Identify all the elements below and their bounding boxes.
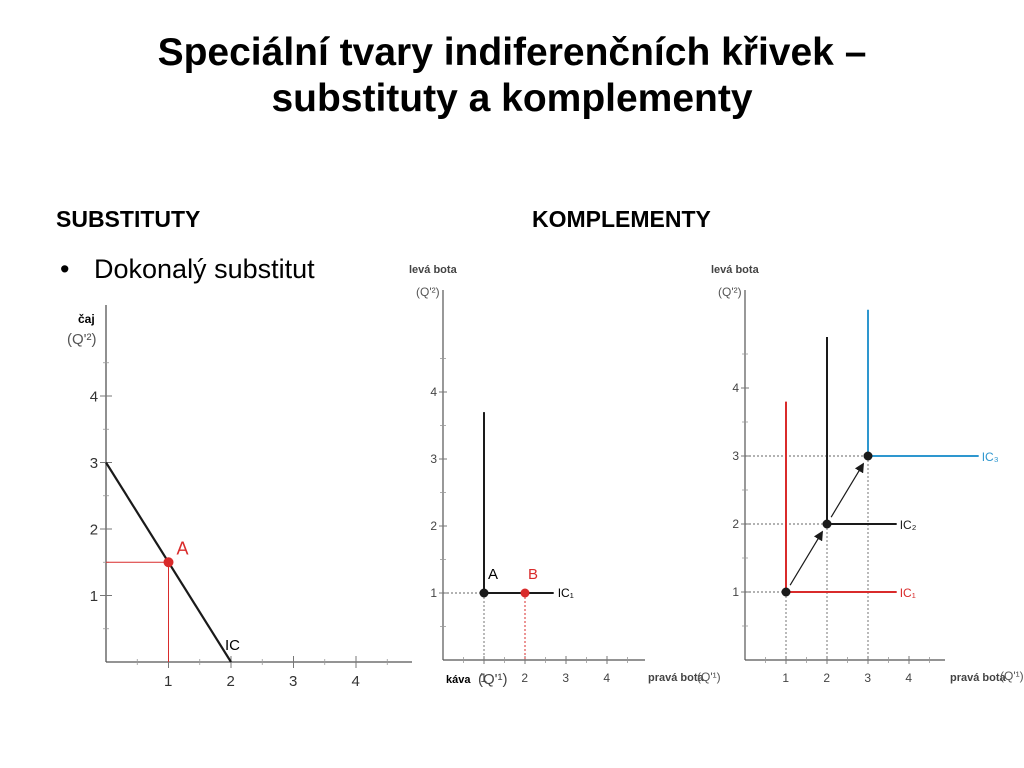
ic-2-label: IC₂ — [900, 518, 917, 532]
x-axis-unit: (Q'¹) — [697, 670, 721, 684]
chart-substituty: 1 2 3 4 1 2 3 4 čaj (Q'²) A IC — [67, 305, 412, 690]
bullet-text: Dokonalý substitut — [94, 254, 315, 284]
y-tick-label: 1 — [430, 586, 437, 600]
x-tick-label: 3 — [562, 671, 569, 685]
y-tick-label: 2 — [732, 517, 739, 531]
y-axis-name: levá bota — [711, 264, 760, 276]
x-axis-name: pravá bota — [950, 672, 1007, 684]
x-tick-label: 3 — [864, 671, 871, 685]
ic-2-curve — [826, 337, 897, 525]
x-axis-name: pravá bota — [648, 672, 705, 684]
y-tick-label: 3 — [90, 455, 98, 472]
x-tick-label: 4 — [352, 673, 360, 690]
ic-3-curve — [867, 309, 979, 457]
x-tick-label: 2 — [227, 673, 235, 690]
y-tick-label: 3 — [430, 452, 437, 466]
y-tick-label: 3 — [732, 449, 739, 463]
x-tick-label: 4 — [603, 671, 610, 685]
y-axis-name: čaj — [78, 312, 95, 326]
y-tick-label: 4 — [732, 381, 739, 395]
ic-1-label: IC₁ — [900, 586, 916, 600]
x-tick-label: 2 — [823, 671, 830, 685]
bullet-item: • Dokonalý substitut — [60, 254, 315, 285]
x-axis-name-left: káva — [446, 674, 471, 686]
point-a-label: A — [488, 566, 498, 583]
ic-label: IC — [225, 637, 240, 654]
slide-title: Speciální tvary indiferenčních křivek – … — [40, 30, 984, 122]
x-tick-label: 2 — [521, 671, 528, 685]
x-axis-unit: (Q'¹) — [1000, 669, 1024, 683]
x-tick-label: 4 — [905, 671, 912, 685]
heading-komplementy: KOMPLEMENTY — [532, 206, 711, 232]
y-tick-label: 4 — [430, 385, 437, 399]
expansion-arrow — [830, 462, 864, 518]
x-tick-label: 3 — [289, 673, 297, 690]
chart-komplementy-ab: 1 2 3 4 1 2 3 4 levá bota (Q'²) káva (Q'¹) prav… — [409, 264, 721, 688]
point-b — [520, 588, 530, 598]
point-a — [163, 557, 174, 568]
point-a — [479, 588, 489, 598]
point-b-label: B — [528, 566, 538, 583]
y-tick-label: 2 — [90, 521, 98, 538]
expansion-arrow — [789, 530, 823, 586]
y-tick-label: 1 — [732, 585, 739, 599]
ic-1-label: IC₁ — [558, 586, 574, 600]
corner-point — [781, 587, 791, 597]
y-axis-unit: (Q'²) — [718, 285, 742, 299]
heading-substituty: SUBSTITUTY — [56, 206, 201, 232]
x-tick-label: 1 — [164, 673, 172, 690]
ic-3-label: IC₃ — [982, 450, 999, 464]
point-a-label: A — [177, 538, 189, 558]
y-tick-label: 4 — [90, 388, 98, 405]
x-tick-label: 1 — [782, 671, 789, 685]
corner-point — [863, 451, 873, 461]
bullet-dot: • — [60, 254, 70, 284]
title-line-2: substituty a komplementy — [271, 77, 753, 120]
x-tick-label: 1 — [480, 671, 487, 685]
x-axis-unit-left: (Q'¹) — [478, 671, 508, 688]
corner-point — [822, 519, 832, 529]
y-tick-label: 1 — [90, 588, 98, 605]
y-tick-label: 2 — [430, 519, 437, 533]
y-axis-name: levá bota — [409, 264, 458, 276]
title-line-1: Speciální tvary indiferenčních křivek – — [157, 31, 867, 74]
chart-komplementy-ic: 1 2 3 4 1 2 3 4 levá bota (Q'²) pravá bota (Q'¹… — [711, 264, 1024, 685]
y-axis-unit: (Q'²) — [416, 285, 440, 299]
y-axis-unit: (Q'²) — [67, 331, 97, 348]
